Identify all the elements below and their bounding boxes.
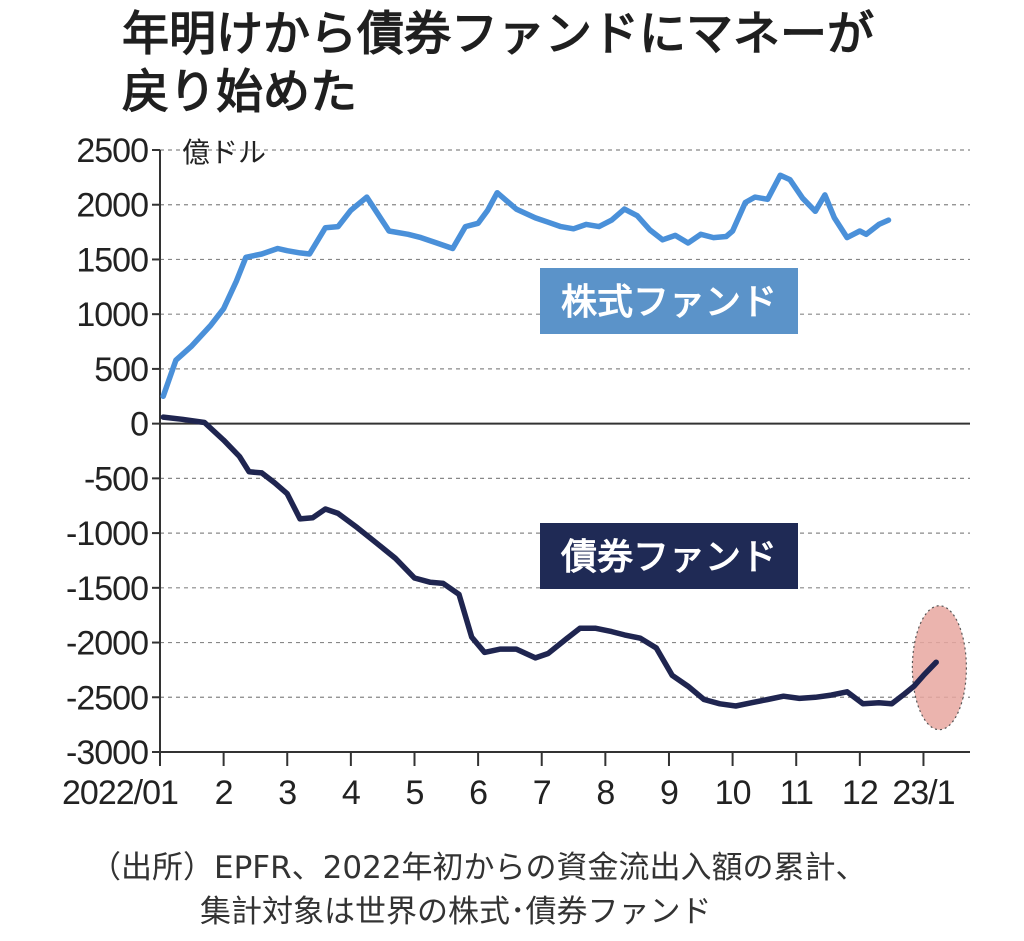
bond-fund-label-box [540,523,798,589]
y-tick-label: 0 [130,406,148,444]
y-tick-label: 2500 [76,132,148,170]
y-tick-label: -2000 [66,625,148,663]
equity-fund-label-text: 株式ファンド [561,281,777,322]
equity-fund-line [160,172,892,400]
y-tick-label: -1500 [66,570,148,608]
y-tick-label: -3000 [66,734,148,772]
x-tick-label: 3 [278,774,296,812]
x-tick-label: 5 [406,774,424,812]
chart-title-line1: 年明けから債券ファンドにマネーが [122,7,874,62]
y-unit-label: 億ドル [182,137,266,168]
x-tick-label: 4 [342,774,360,812]
x-tick-label: 2022/01 [62,774,178,812]
x-tick-label: 2 [215,774,233,812]
highlight-ellipse [911,605,967,731]
y-tick-label: -1000 [66,515,148,553]
y-tick-label: 1000 [76,296,148,334]
source-note: （出所）EPFR、2022年初からの資金流出入額の累計、 集計対象は世界の株式･… [90,846,990,934]
source-note-line2: 集計対象は世界の株式･債券ファンド [200,894,712,930]
x-tick-label: 23/1 [892,774,954,812]
source-note-line1: （出所）EPFR、2022年初からの資金流出入額の累計、 [90,850,867,886]
x-tick-label: 12 [842,774,878,812]
x-tick-label: 11 [780,774,813,812]
y-tick-label: 1500 [76,241,148,279]
x-tick-label: 9 [660,774,678,812]
x-tick-label: 7 [533,774,551,812]
x-tick-label: 6 [469,774,487,812]
chart-title-line2: 戻り始めた [122,65,357,120]
y-tick-label: -2500 [66,679,148,717]
y-tick-label: 2000 [76,187,148,225]
x-tick-label: 10 [715,774,751,812]
equity-fund-label-box [540,268,798,334]
y-tick-label: -500 [84,460,148,498]
chart-title: 年明けから債券ファンドにマネーが 戻り始めた [122,6,1002,122]
x-tick-label: 8 [596,774,614,812]
bond-fund-line [160,414,939,709]
bond-fund-label-text: 債券ファンド [560,536,777,577]
y-tick-label: 500 [94,351,148,389]
